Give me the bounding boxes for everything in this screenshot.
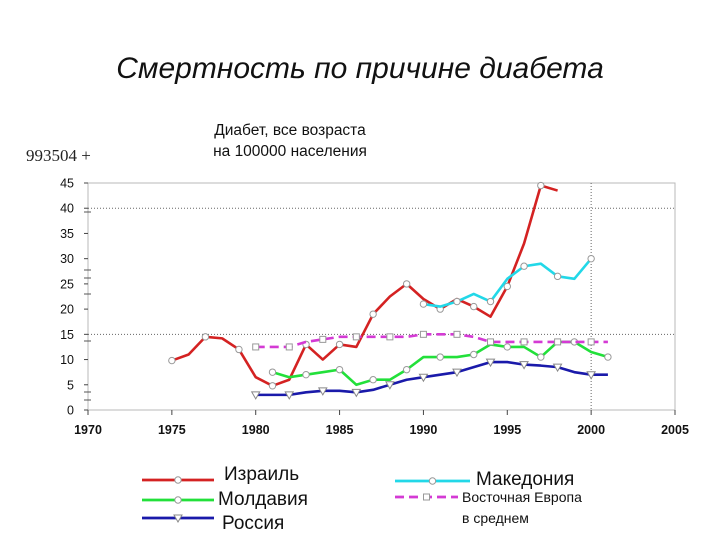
data-point — [302, 370, 310, 379]
data-point — [317, 387, 328, 396]
legend-label-israel: Израиль — [224, 464, 300, 485]
data-point — [470, 302, 478, 311]
data-point — [268, 382, 277, 390]
data-point — [250, 391, 261, 400]
data-point — [369, 310, 377, 318]
data-point — [453, 297, 461, 306]
x-tick-label: 1995 — [493, 423, 521, 437]
data-point — [402, 365, 411, 374]
data-point — [552, 363, 563, 373]
y-tick-label: 40 — [60, 202, 74, 216]
data-point — [503, 282, 511, 291]
series-line-0 — [171, 184, 558, 388]
data-point — [352, 333, 360, 341]
legend-marker-1 — [174, 496, 182, 504]
plot-frame — [87, 182, 676, 411]
chart-title: Диабет, все возраста на 100000 населения — [190, 120, 390, 162]
data-point — [587, 254, 595, 263]
x-tick-label: 1980 — [242, 423, 270, 437]
x-tick-label: 1985 — [326, 423, 354, 437]
data-point — [604, 353, 612, 361]
slide-title: Смертность по причине диабета — [116, 52, 604, 85]
data-point — [235, 345, 243, 354]
series-line-4 — [255, 360, 608, 397]
legend-label-russia: Россия — [222, 513, 285, 534]
data-point — [386, 333, 394, 341]
y-tick-label: 10 — [60, 353, 74, 367]
data-point — [402, 280, 411, 288]
y-tick-label: 30 — [60, 252, 74, 266]
data-point — [452, 368, 462, 378]
data-point — [436, 353, 444, 361]
data-point — [520, 262, 528, 270]
data-point — [201, 333, 210, 341]
x-tick-label: 1975 — [158, 423, 186, 437]
data-point — [553, 272, 562, 281]
data-point — [168, 356, 176, 365]
data-point — [319, 335, 327, 343]
x-tick-label: 1970 — [74, 423, 102, 437]
y-tick-label: 15 — [60, 328, 74, 342]
legend-marker-4 — [423, 493, 430, 501]
series-line-3 — [255, 333, 608, 349]
data-point — [335, 365, 344, 374]
data-point — [419, 300, 428, 308]
x-tick-label: 1990 — [410, 423, 438, 437]
data-point — [520, 338, 528, 346]
data-point — [586, 371, 597, 380]
y-tick-label: 35 — [60, 227, 74, 241]
data-point — [453, 330, 461, 338]
y-tick-label: 0 — [67, 404, 74, 418]
data-point — [537, 181, 545, 190]
legend-label-eastern-europe-2: в среднем — [462, 510, 529, 526]
data-point — [268, 368, 277, 376]
data-point — [519, 361, 529, 370]
data-point — [587, 338, 595, 346]
y-tick-label: 45 — [60, 177, 74, 191]
data-point — [487, 338, 495, 346]
series-line-1 — [423, 257, 593, 308]
legend-label-eastern-europe: Восточная Европа — [462, 489, 582, 505]
data-point — [285, 343, 293, 351]
x-tick-label: 2005 — [661, 423, 689, 437]
legend-label-moldova: Молдавия — [218, 489, 308, 510]
data-point — [418, 373, 429, 383]
data-point — [252, 343, 260, 351]
data-point — [419, 330, 427, 338]
data-point — [537, 353, 545, 361]
data-point — [554, 338, 562, 346]
data-point — [485, 358, 496, 368]
code-label: 993504 + — [26, 146, 91, 165]
legend-marker-2 — [173, 514, 183, 524]
series-line-2 — [272, 340, 609, 387]
legend-label-macedonia: Македония — [476, 469, 575, 490]
data-point — [503, 343, 511, 351]
y-tick-label: 25 — [60, 277, 74, 291]
y-tick-label: 20 — [60, 303, 74, 317]
y-tick-label: 5 — [67, 378, 74, 392]
data-point — [369, 376, 377, 384]
chart-title-line-2: на 100000 населения — [213, 143, 367, 160]
data-point — [470, 350, 478, 359]
data-point — [284, 391, 295, 400]
legend-marker-3 — [428, 477, 437, 485]
x-tick-label: 2000 — [577, 423, 605, 437]
data-point — [335, 340, 344, 349]
chart-title-line-1: Диабет, все возраста — [214, 122, 366, 139]
data-point — [486, 297, 495, 306]
legend-marker-0 — [174, 476, 182, 484]
data-point — [385, 381, 395, 390]
data-point — [351, 388, 362, 398]
